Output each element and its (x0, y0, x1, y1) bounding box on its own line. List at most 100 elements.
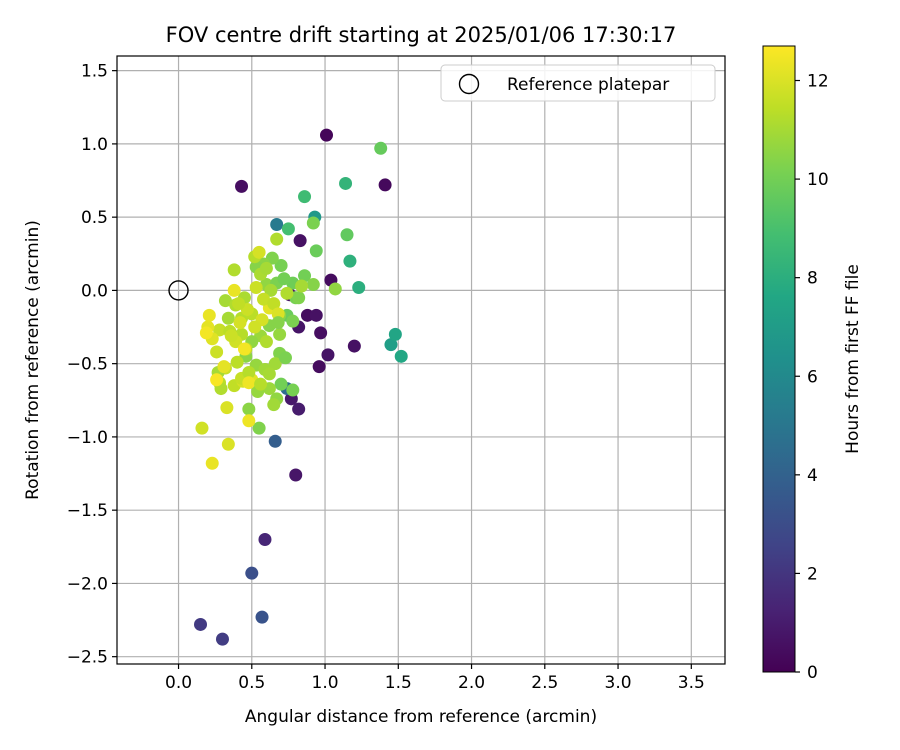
x-tick-label: 2.5 (531, 673, 558, 693)
colorbar-tick-label: 6 (807, 367, 818, 387)
data-point (352, 280, 366, 294)
data-point (245, 566, 259, 580)
data-point (320, 128, 334, 142)
data-point (220, 401, 234, 415)
data-point (286, 383, 300, 397)
data-point (321, 348, 335, 362)
y-tick-label: 0.5 (81, 208, 108, 228)
data-point (233, 316, 247, 330)
colorbar-label: Hours from first FF file (843, 264, 863, 454)
legend: Reference platepar (440, 64, 716, 102)
y-tick-label: −1.5 (67, 501, 108, 521)
colorbar-tick-label: 2 (807, 564, 818, 584)
data-point (374, 141, 388, 155)
data-point (227, 263, 241, 277)
data-point (230, 355, 244, 369)
data-point (268, 434, 282, 448)
data-point (202, 308, 216, 322)
data-point (262, 367, 276, 381)
data-point (221, 437, 235, 451)
data-point (306, 216, 320, 230)
data-point (242, 376, 256, 390)
data-point (254, 377, 268, 391)
colorbar-tick-label: 12 (807, 72, 829, 92)
colorbar-tick-label: 8 (807, 269, 818, 289)
data-point (328, 282, 342, 296)
data-point (210, 345, 224, 359)
data-point (277, 272, 291, 286)
data-point (270, 232, 284, 246)
data-point (215, 632, 229, 646)
data-point (292, 402, 306, 416)
x-tick-label: 0.0 (165, 673, 192, 693)
colorbar-ticks: 0 2 4 6 8 10 12 (795, 72, 829, 683)
data-point (224, 329, 238, 343)
data-point (384, 338, 398, 352)
y-tick-label: 1.5 (81, 62, 108, 82)
data-point (378, 178, 392, 192)
y-tick-label: −1.0 (67, 428, 108, 448)
y-tick-label: −2.5 (67, 648, 108, 668)
data-point (255, 610, 269, 624)
x-axis-label: Angular distance from reference (arcmin) (245, 707, 597, 727)
data-point (218, 294, 232, 308)
data-point (388, 327, 402, 341)
data-point (195, 421, 209, 435)
data-point (309, 244, 323, 258)
data-point (295, 279, 309, 293)
data-point (268, 357, 282, 371)
legend-label: Reference platepar (507, 75, 669, 95)
data-point (286, 314, 300, 328)
y-axis-label: Rotation from reference (arcmin) (23, 220, 43, 500)
data-point (210, 373, 224, 387)
x-tick-label: 0.5 (238, 673, 265, 693)
data-point (270, 217, 284, 231)
y-tick-label: 1.0 (81, 135, 108, 155)
data-point (217, 360, 231, 374)
data-point (298, 190, 312, 204)
data-point (347, 339, 361, 353)
data-point (199, 326, 213, 340)
data-point (306, 278, 320, 292)
data-point (278, 351, 292, 365)
colorbar-tick-label: 0 (807, 663, 818, 683)
data-point (274, 259, 288, 273)
data-point (271, 316, 285, 330)
colorbar-gradient (762, 45, 796, 673)
x-tick-label: 3.0 (605, 673, 632, 693)
legend-reference-marker (458, 73, 480, 95)
x-tick-label: 1.0 (312, 673, 339, 693)
y-tick-label: 0.0 (81, 281, 108, 301)
data-point (258, 532, 272, 546)
grid (117, 56, 725, 664)
data-point (213, 323, 227, 337)
y-tick-label: −2.0 (67, 574, 108, 594)
data-point (257, 292, 271, 306)
data-point (273, 327, 287, 341)
data-point (280, 286, 294, 300)
data-point (267, 398, 281, 412)
data-point (252, 245, 266, 259)
data-point (292, 291, 306, 305)
x-axis: 0.0 0.5 1.0 1.5 2.0 2.5 3.0 3.5 (165, 664, 705, 693)
data-point (289, 468, 303, 482)
data-point (394, 349, 408, 363)
data-point (340, 228, 354, 242)
data-point (242, 365, 256, 379)
data-point (235, 179, 249, 193)
x-tick-label: 2.0 (458, 673, 485, 693)
data-point (281, 222, 295, 236)
colorbar-tick-label: 10 (807, 170, 829, 190)
data-point (194, 617, 208, 631)
data-point (259, 335, 273, 349)
data-point (293, 234, 307, 248)
data-point (309, 308, 323, 322)
chart-title: FOV centre drift starting at 2025/01/06 … (166, 23, 677, 47)
data-point (252, 421, 266, 435)
legend-box (440, 64, 716, 102)
data-point (298, 269, 312, 283)
colorbar: 0 2 4 6 8 10 12 Hours from first FF file (762, 45, 863, 683)
data-point (227, 283, 241, 297)
